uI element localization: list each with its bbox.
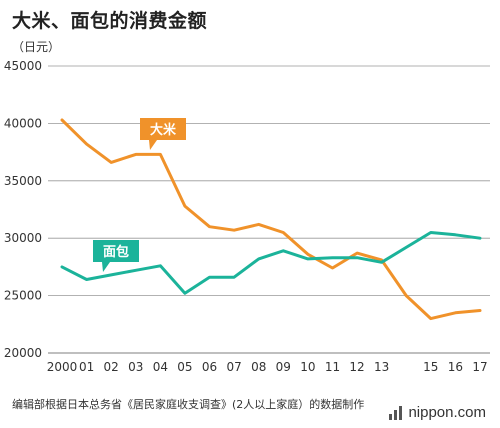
grid-layer xyxy=(48,65,490,354)
y-tick-label: 35000 xyxy=(4,174,42,188)
x-tick-label: 12 xyxy=(349,360,364,374)
x-tick-label: 16 xyxy=(448,360,463,374)
x-tick-label: 09 xyxy=(276,360,291,374)
chart-title: 大米、面包的消费金额 xyxy=(12,10,208,32)
x-tick-labels: 2000 01 02 03 04 05 06 07 08 09 10 11 12 13 15 16 17 xyxy=(47,360,488,374)
y-axis-unit: （日元） xyxy=(12,40,61,54)
nippon-logo: nippon.com xyxy=(389,404,486,421)
x-tick-label: 04 xyxy=(153,360,168,374)
x-tick-label: 15 xyxy=(423,360,438,374)
series-line-1 xyxy=(60,231,482,295)
x-tick-label: 13 xyxy=(374,360,389,374)
x-tick-label: 2000 xyxy=(47,360,78,374)
y-tick-label: 20000 xyxy=(4,346,42,360)
x-tick-label: 11 xyxy=(325,360,340,374)
x-tick-label: 08 xyxy=(251,360,266,374)
series-label-1: 面包 xyxy=(93,240,139,272)
x-tick-label: 01 xyxy=(79,360,94,374)
x-tick-label: 03 xyxy=(128,360,143,374)
logo-text: nippon.com xyxy=(408,404,486,421)
x-tick-label: 10 xyxy=(300,360,315,374)
x-tick-label: 17 xyxy=(472,360,487,374)
series-label-text: 大米 xyxy=(150,122,177,138)
series-label-0: 大米 xyxy=(140,118,186,150)
source-note: 编辑部根据日本总务省《居民家庭收支调查》(2人以上家庭）的数据制作 xyxy=(12,398,365,411)
y-tick-label: 45000 xyxy=(4,59,42,73)
series-label-text: 面包 xyxy=(103,244,129,260)
y-tick-label: 25000 xyxy=(4,289,42,303)
x-tick-label: 07 xyxy=(226,360,241,374)
series-line-0 xyxy=(60,118,482,321)
y-tick-label: 40000 xyxy=(4,116,42,130)
logo-bars-icon xyxy=(389,405,403,420)
series-layer xyxy=(60,118,482,321)
x-tick-label: 05 xyxy=(177,360,192,374)
y-tick-label: 30000 xyxy=(4,231,42,245)
y-tick-labels: 20000 25000 30000 35000 40000 45000 xyxy=(4,59,42,360)
x-tick-label: 06 xyxy=(202,360,217,374)
x-tick-label: 02 xyxy=(104,360,119,374)
